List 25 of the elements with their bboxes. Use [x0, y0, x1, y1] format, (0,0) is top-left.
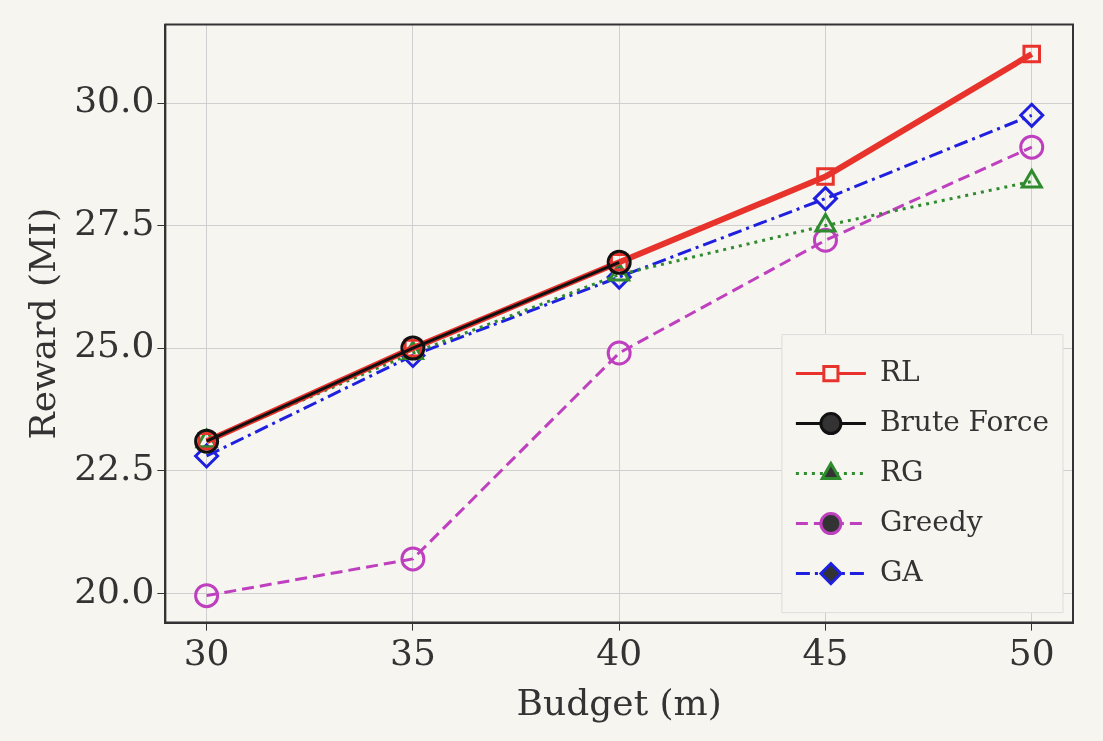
legend-label: RL [879, 354, 920, 388]
point [606, 340, 632, 366]
x-tick-label: 30 [183, 631, 230, 673]
x-tick-label: 40 [596, 631, 643, 673]
y-tick-label: 30.0 [74, 79, 155, 121]
y-axis-title: Reward (MI) [21, 207, 63, 440]
point [400, 546, 426, 572]
x-tick-label: 45 [802, 631, 849, 673]
legend-label: GA [879, 554, 924, 588]
point [194, 583, 220, 609]
point [1019, 134, 1045, 160]
point [1019, 102, 1045, 128]
legend-label: RG [879, 454, 924, 488]
point [812, 186, 838, 212]
x-tick-label: 50 [1008, 631, 1055, 673]
point [816, 167, 835, 186]
x-axis-title: Budget (m) [516, 681, 722, 723]
y-tick-label: 27.5 [74, 201, 155, 243]
y-tick-label: 20.0 [74, 569, 155, 611]
x-tick-label: 35 [389, 631, 436, 673]
y-tick-label: 25.0 [74, 324, 155, 366]
legend-label: Greedy [879, 504, 983, 538]
point [1022, 44, 1042, 64]
legend-label: Brute Force [879, 404, 1049, 438]
y-tick-label: 22.5 [74, 447, 155, 489]
